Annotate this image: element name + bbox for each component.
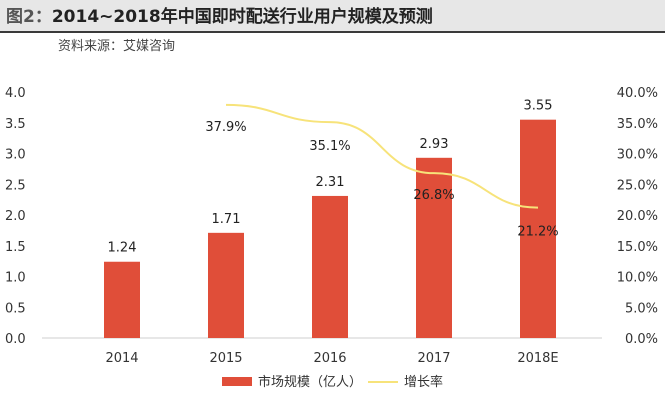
bar — [416, 157, 452, 338]
x-tick-label: 2015 — [209, 351, 242, 366]
bar — [520, 119, 556, 338]
growth-rate-label: 26.8% — [413, 188, 454, 203]
source-note: 资料来源：艾媒咨询 — [58, 39, 176, 54]
y-right-tick-label: 15.0% — [617, 240, 658, 255]
bar-value-label: 2.31 — [316, 175, 345, 190]
title-divider — [0, 31, 665, 33]
bar — [312, 195, 348, 338]
y-right-tick-label: 0.0% — [625, 332, 658, 347]
growth-rate-label: 21.2% — [517, 225, 558, 240]
bar — [208, 232, 244, 338]
bar-value-label: 1.71 — [212, 212, 241, 227]
chart-title: 图2：2014~2018年中国即时配送行业用户规模及预测 — [6, 2, 433, 27]
x-tick-label: 2018E — [517, 351, 558, 366]
bar-value-label: 3.55 — [524, 99, 553, 114]
legend-bar-swatch — [222, 377, 252, 386]
figure-label: 图2： — [6, 7, 52, 27]
y-right-tick-label: 40.0% — [617, 86, 658, 101]
legend-line-label: 增长率 — [404, 374, 443, 390]
x-tick-label: 2016 — [313, 351, 346, 366]
y-left-tick-label: 1.0 — [5, 271, 26, 286]
y-left-tick-label: 3.0 — [5, 148, 26, 163]
growth-rate-label: 35.1% — [309, 139, 350, 154]
y-right-tick-label: 5.0% — [625, 301, 658, 316]
y-left-tick-label: 2.0 — [5, 209, 26, 224]
y-left-tick-label: 0.5 — [5, 301, 26, 316]
y-right-tick-label: 30.0% — [617, 148, 658, 163]
legend-bar-label: 市场规模（亿人） — [258, 374, 362, 390]
bar — [104, 261, 140, 338]
y-right-tick-label: 20.0% — [617, 209, 658, 224]
title-bar: 图2：2014~2018年中国即时配送行业用户规模及预测 — [0, 0, 665, 31]
bar-value-label: 1.24 — [108, 241, 137, 256]
y-right-tick-label: 25.0% — [617, 178, 658, 193]
y-right-tick-label: 10.0% — [617, 271, 658, 286]
y-right-tick-label: 35.0% — [617, 117, 658, 132]
x-tick-label: 2017 — [417, 351, 450, 366]
y-left-tick-label: 0.0 — [5, 332, 26, 347]
bar-value-label: 2.93 — [420, 137, 449, 152]
x-tick-label: 2014 — [105, 351, 138, 366]
growth-rate-label: 37.9% — [205, 120, 246, 135]
y-left-tick-label: 3.5 — [5, 117, 26, 132]
y-left-tick-label: 1.5 — [5, 240, 26, 255]
y-left-tick-label: 2.5 — [5, 178, 26, 193]
growth-rate-line — [225, 103, 539, 209]
title-text: 2014~2018年中国即时配送行业用户规模及预测 — [51, 7, 433, 27]
y-left-tick-label: 4.0 — [5, 86, 26, 101]
